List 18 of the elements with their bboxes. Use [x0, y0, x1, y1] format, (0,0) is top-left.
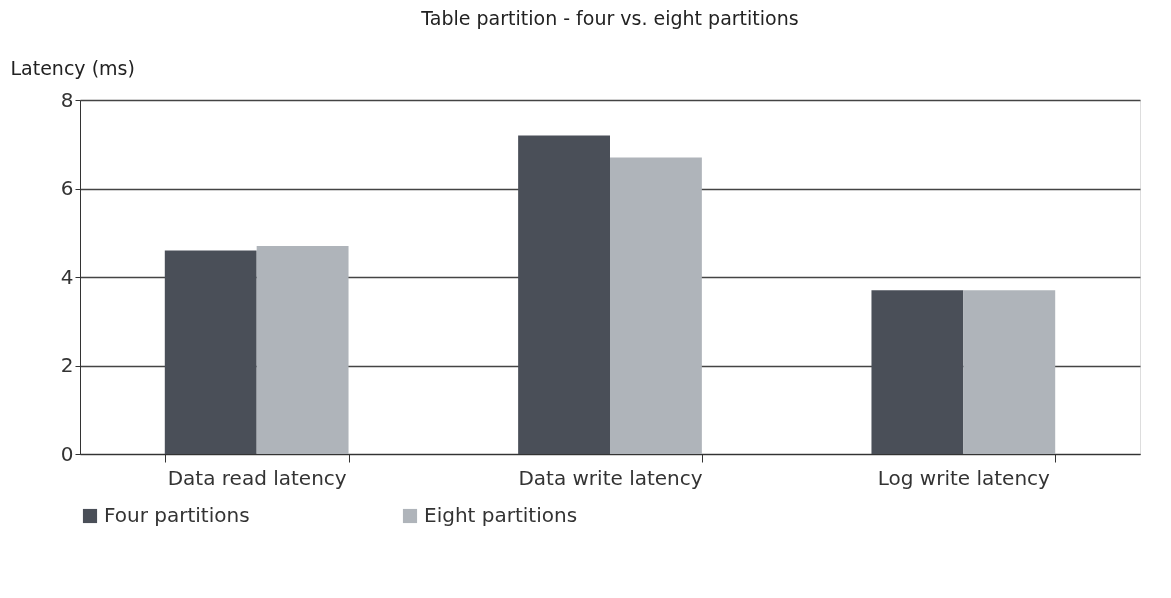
bar — [518, 135, 610, 454]
y-tick-label: 0 — [60, 441, 74, 466]
bar — [871, 290, 964, 454]
y-tick-label: 6 — [60, 176, 74, 200]
y-tick-label: 2 — [60, 353, 74, 377]
legend-label: Four partitions — [104, 503, 250, 527]
legend-label: Eight partitions — [424, 503, 578, 527]
x-tick-label: Log write latency — [877, 465, 1051, 490]
chart-title: Table partition - four vs. eight partitions — [420, 7, 799, 29]
bar — [164, 250, 257, 454]
bar — [963, 290, 1056, 454]
bar — [256, 246, 349, 454]
y-tick-label: 4 — [60, 264, 74, 289]
x-tick-label: Data write latency — [518, 465, 703, 490]
y-axis-title: Latency (ms) — [10, 56, 135, 79]
x-tick-label: Data read latency — [167, 465, 347, 490]
bar — [610, 157, 702, 454]
y-tick-label: 8 — [60, 87, 74, 112]
